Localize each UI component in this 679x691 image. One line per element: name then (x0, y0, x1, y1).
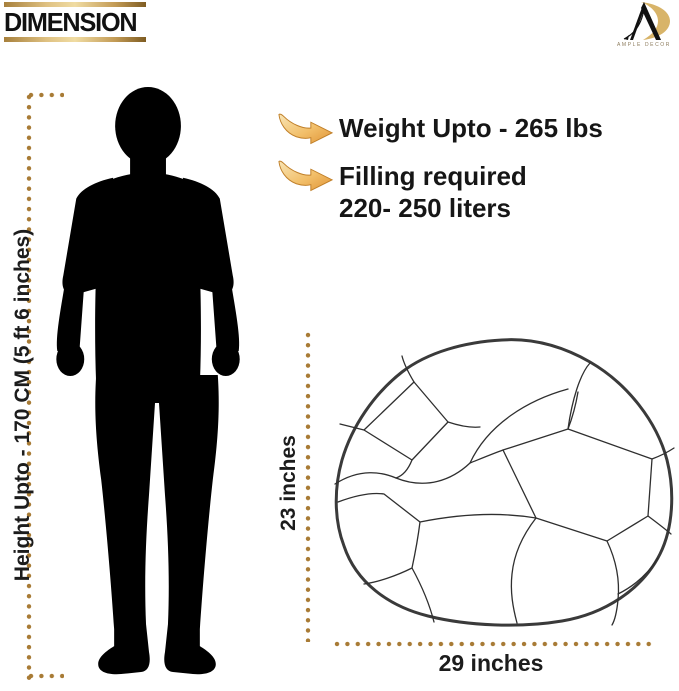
title-top-rule (4, 2, 146, 7)
beanbag-width-label: 29 inches (438, 650, 544, 676)
beanbag-height-dotted-line (305, 330, 311, 642)
height-dotted-top-tick (26, 92, 64, 98)
filling-spec-line2: 220- 250 liters (339, 193, 512, 223)
height-dotted-line (26, 92, 32, 682)
brand-monogram-icon (623, 2, 670, 40)
person-silhouette (56, 86, 240, 675)
brand-name: AMPLE DECOR (617, 42, 671, 48)
page-title: DIMENSION (4, 7, 138, 37)
weight-spec: Weight Upto - 265 lbs (339, 113, 603, 143)
height-dotted-bottom-tick (26, 673, 64, 679)
swoosh-arrow-icon (278, 160, 334, 192)
swoosh-arrow-icon (278, 113, 334, 145)
title-bottom-rule (4, 37, 146, 42)
title-block: DIMENSION (4, 2, 146, 42)
beanbag-height-label: 23 inches (277, 435, 300, 531)
filling-spec-line1: Filling required (339, 161, 527, 191)
brand-logo: AMPLE DECOR (612, 1, 676, 48)
person-height-label: Height Upto - 170 CM (5 ft 6 inches) (11, 228, 34, 582)
beanbag-width-dotted-line (332, 641, 654, 647)
beanbag-illustration (334, 338, 675, 627)
